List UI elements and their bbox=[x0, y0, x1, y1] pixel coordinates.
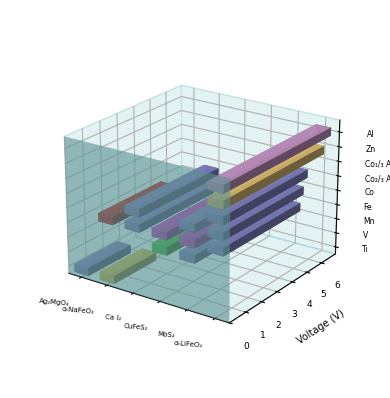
Y-axis label: Voltage (V): Voltage (V) bbox=[296, 308, 347, 346]
